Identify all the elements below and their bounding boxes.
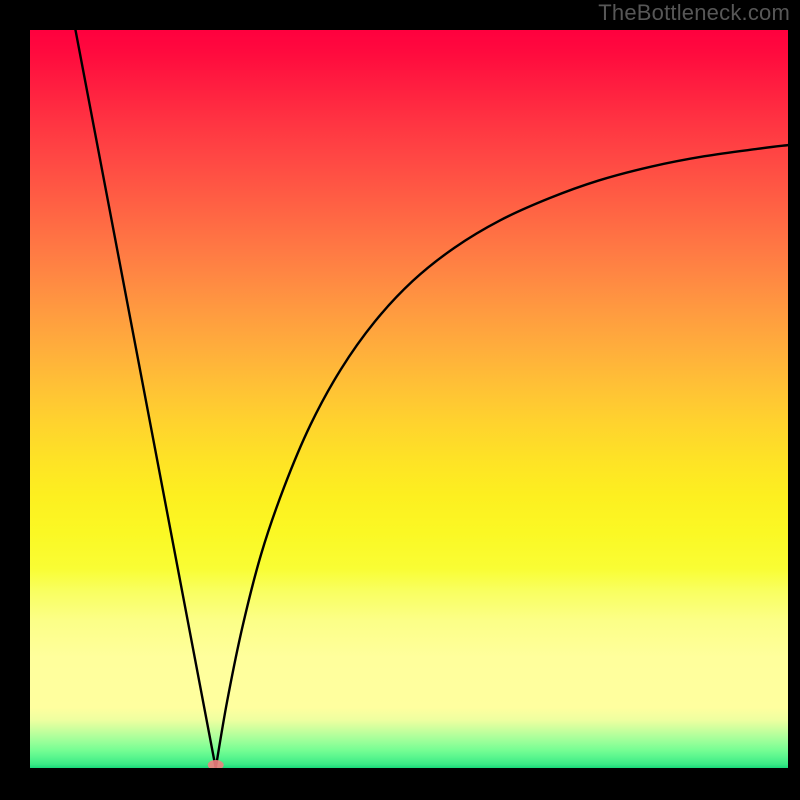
chart-frame: TheBottleneck.com: [0, 0, 800, 800]
plot-svg: [30, 30, 788, 768]
plot-area: [30, 30, 788, 768]
gradient-background: [30, 30, 788, 768]
watermark-text: TheBottleneck.com: [598, 0, 790, 26]
